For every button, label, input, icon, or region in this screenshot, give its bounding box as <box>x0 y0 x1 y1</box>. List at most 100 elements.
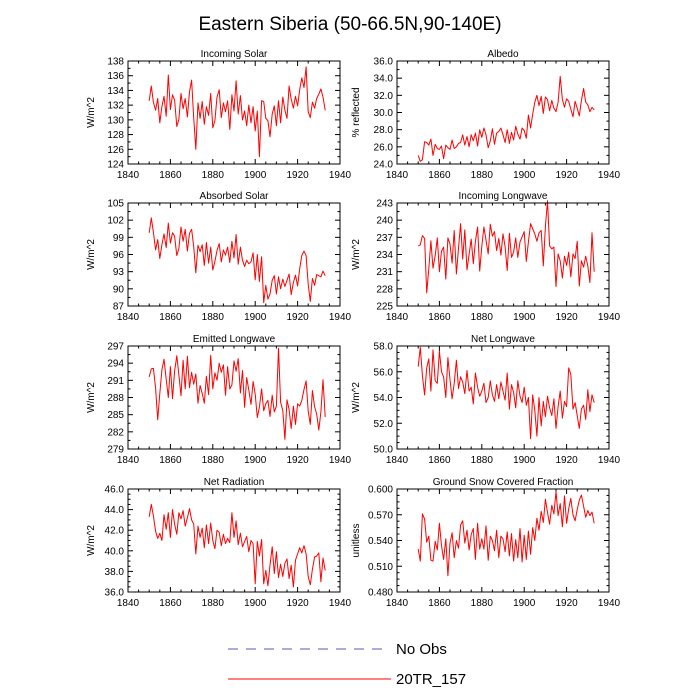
y-tick-label: 105 <box>107 199 124 210</box>
x-tick-label: 1920 <box>286 170 309 181</box>
series-line-absorbed-solar <box>148 217 326 304</box>
y-axis-label: unitless <box>351 524 362 558</box>
y-tick-label: 243 <box>376 199 393 210</box>
y-tick-label: 231 <box>376 267 393 278</box>
y-tick-label: 32.0 <box>374 91 394 102</box>
plot-frame <box>127 202 341 307</box>
x-tick-label: 1840 <box>386 455 409 466</box>
plot-frame <box>396 345 610 450</box>
y-tick-label: 297 <box>107 342 124 353</box>
x-tick-label: 1880 <box>202 598 225 609</box>
series-line-emitted-longwave <box>148 347 326 440</box>
x-tick-label: 1840 <box>117 312 140 323</box>
plot-frame <box>127 60 341 165</box>
panel-title: Ground Snow Covered Fraction <box>433 477 574 488</box>
y-tick-label: 0.600 <box>368 485 393 496</box>
panel-title: Albedo <box>487 49 519 60</box>
x-tick-label: 1860 <box>159 598 182 609</box>
y-axis-label: W/m^2 <box>351 239 362 270</box>
panel-net-radiation: Net Radiation W/m^2 1840 1860 1880 1900 1920 19… <box>86 477 352 609</box>
panel-absorbed-solar: Absorbed Solar W/m^2 1840 1860 1880 1900 1920 1… <box>86 191 352 323</box>
y-tick-label: 102 <box>107 216 124 227</box>
x-tick-label: 1840 <box>386 170 409 181</box>
panel-title: Net Longwave <box>471 334 535 345</box>
plot-frame <box>396 488 610 593</box>
x-tick-label: 1900 <box>244 312 267 323</box>
x-tick-label: 1920 <box>555 312 578 323</box>
x-tick-label: 1860 <box>159 170 182 181</box>
legend: No Obs 20TR_157 <box>228 641 466 688</box>
x-tick-label: 1900 <box>244 598 267 609</box>
x-tick-label: 1940 <box>598 170 621 181</box>
x-tick-label: 1840 <box>117 170 140 181</box>
panel-albedo: Albedo % reflected 1840 1860 1880 1900 1920 194… <box>351 49 621 181</box>
y-tick-label: 58.0 <box>374 342 394 353</box>
y-tick-label: 96 <box>113 250 125 261</box>
y-tick-label: 240 <box>376 216 393 227</box>
x-tick-label: 1920 <box>555 598 578 609</box>
x-tick-label: 1920 <box>555 170 578 181</box>
y-tick-label: 234 <box>376 250 393 261</box>
panel-title: Incoming Longwave <box>459 191 548 202</box>
y-tick-label: 0.540 <box>368 536 393 547</box>
x-tick-label: 1860 <box>159 455 182 466</box>
x-tick-label: 1860 <box>428 170 451 181</box>
y-tick-label: 34.0 <box>374 74 394 85</box>
y-tick-label: 50.0 <box>374 445 394 456</box>
y-tick-label: 294 <box>107 359 124 370</box>
x-tick-label: 1900 <box>513 312 536 323</box>
x-tick-label: 1860 <box>428 455 451 466</box>
x-tick-label: 1940 <box>598 455 621 466</box>
y-axis-label: W/m^2 <box>86 97 97 128</box>
y-tick-label: 136 <box>107 71 124 82</box>
y-tick-label: 24.0 <box>374 160 394 171</box>
x-tick-label: 1920 <box>286 455 309 466</box>
x-tick-label: 1940 <box>329 170 352 181</box>
x-tick-label: 1900 <box>513 598 536 609</box>
panel-grid: Incoming Solar W/m^2 1840 1860 1880 1900 1920 1… <box>86 49 621 609</box>
plot-frame <box>127 345 341 450</box>
x-tick-label: 1880 <box>202 170 225 181</box>
x-tick-label: 1900 <box>513 455 536 466</box>
x-tick-label: 1840 <box>117 598 140 609</box>
x-tick-label: 1940 <box>329 455 352 466</box>
x-tick-label: 1940 <box>329 598 352 609</box>
series-line-incoming-solar <box>148 66 326 158</box>
plot-frame <box>396 60 610 165</box>
x-tick-label: 1860 <box>428 312 451 323</box>
y-tick-label: 285 <box>107 410 124 421</box>
y-axis-label: W/m^2 <box>86 239 97 270</box>
y-tick-label: 90 <box>113 284 125 295</box>
y-tick-label: 128 <box>107 130 124 141</box>
x-tick-label: 1860 <box>428 598 451 609</box>
y-axis-label: W/m^2 <box>86 382 97 413</box>
panel-ground-snow-covered-fraction: Ground Snow Covered Fraction unitless 1840… <box>351 477 621 609</box>
y-tick-label: 134 <box>107 86 124 97</box>
y-tick-label: 54.0 <box>374 393 394 404</box>
x-tick-label: 1900 <box>513 170 536 181</box>
series-line-incoming-longwave <box>417 200 595 294</box>
x-tick-label: 1920 <box>286 598 309 609</box>
plot-frame <box>396 202 610 307</box>
panel-title: Incoming Solar <box>201 49 268 60</box>
x-tick-label: 1920 <box>555 455 578 466</box>
series-line-ground-snow-covered-fraction <box>417 491 595 577</box>
x-tick-label: 1840 <box>386 598 409 609</box>
y-tick-label: 30.0 <box>374 108 394 119</box>
y-tick-label: 288 <box>107 393 124 404</box>
y-tick-label: 40.0 <box>105 546 125 557</box>
y-tick-label: 38.0 <box>105 567 125 578</box>
y-axis-label: W/m^2 <box>351 382 362 413</box>
y-tick-label: 28.0 <box>374 125 394 136</box>
y-tick-label: 132 <box>107 101 124 112</box>
y-tick-label: 279 <box>107 445 124 456</box>
y-tick-label: 46.0 <box>105 485 125 496</box>
panel-title: Absorbed Solar <box>200 191 270 202</box>
y-axis-label: % reflected <box>351 87 362 137</box>
x-tick-label: 1940 <box>598 598 621 609</box>
y-tick-label: 52.0 <box>374 419 394 430</box>
y-tick-label: 36.0 <box>105 588 125 599</box>
y-tick-label: 93 <box>113 267 125 278</box>
